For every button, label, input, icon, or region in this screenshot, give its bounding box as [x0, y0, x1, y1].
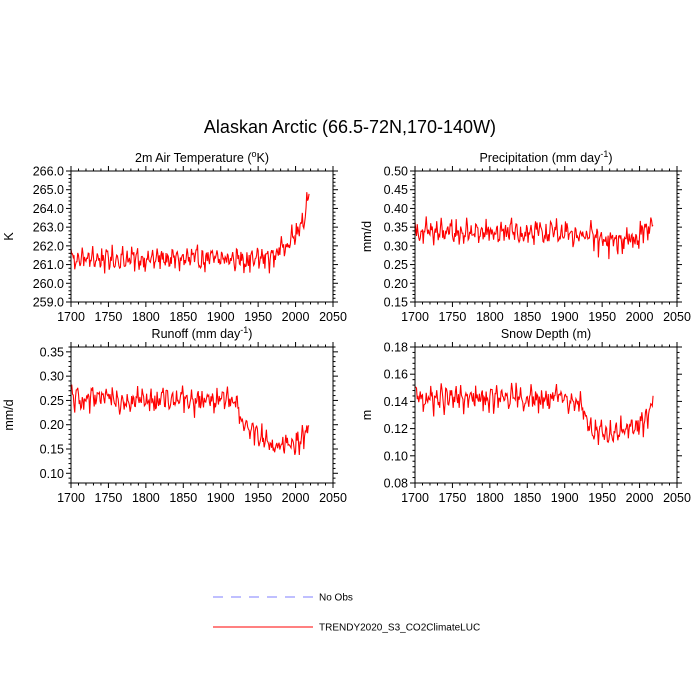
- y-tick-label-temp: 259.0: [33, 296, 64, 310]
- x-tick-label-snow: 2050: [663, 491, 691, 505]
- x-tick-label-temp: 1850: [169, 310, 197, 324]
- y-axis-label-temp: K: [2, 232, 16, 241]
- x-tick-label-snow: 1900: [551, 491, 579, 505]
- x-tick-label-runoff: 1750: [95, 491, 123, 505]
- y-tick-label-temp: 266.0: [33, 165, 64, 179]
- x-tick-label-temp: 1800: [132, 310, 160, 324]
- x-tick-label-precip: 1750: [439, 310, 467, 324]
- plot-frame-snow: [414, 346, 678, 484]
- y-tick-label-temp: 260.0: [33, 277, 64, 291]
- x-tick-label-precip: 2050: [663, 310, 691, 324]
- x-tick-label-snow: 1700: [401, 491, 429, 505]
- series-line-temp: [71, 192, 310, 274]
- plot-frame-precip: [414, 170, 678, 303]
- x-tick-label-precip: 2000: [626, 310, 654, 324]
- panel-title-precip: Precipitation (mm day-1): [479, 149, 612, 165]
- y-tick-label-snow: 0.10: [384, 449, 408, 463]
- x-tick-label-runoff: 2050: [319, 491, 347, 505]
- x-tick-label-temp: 1750: [95, 310, 123, 324]
- y-tick-label-runoff: 0.20: [40, 418, 64, 432]
- panel-temp: 1700 1750 1800 1850 1900 1950 2000 2050 259.0 260…: [2, 149, 347, 324]
- panel-title-runoff: Runoff (mm day-1): [152, 325, 253, 341]
- y-tick-label-temp: 264.0: [33, 202, 64, 216]
- y-tick-label-runoff: 0.15: [40, 443, 64, 457]
- legend-label-0: No Obs: [319, 593, 353, 604]
- y-tick-label-precip: 0.40: [384, 202, 408, 216]
- y-tick-label-snow: 0.18: [384, 341, 408, 355]
- x-tick-label-temp: 2050: [319, 310, 347, 324]
- y-tick-label-runoff: 0.30: [40, 370, 64, 384]
- panel-runoff: 1700 1750 1800 1850 1900 1950 2000 2050 0.10 0.15…: [2, 325, 347, 505]
- x-tick-label-snow: 1950: [588, 491, 616, 505]
- x-tick-label-runoff: 1900: [207, 491, 235, 505]
- y-tick-label-precip: 0.20: [384, 277, 408, 291]
- y-tick-label-precip: 0.15: [384, 296, 408, 310]
- y-axis-label-snow: m: [360, 410, 374, 420]
- y-tick-label-precip: 0.25: [384, 258, 408, 272]
- series-line-precip: [415, 216, 654, 260]
- x-tick-label-precip: 1800: [476, 310, 504, 324]
- y-axis-label-precip: mm/d: [360, 221, 374, 252]
- x-tick-label-runoff: 1850: [169, 491, 197, 505]
- series-line-snow: [415, 382, 654, 445]
- x-tick-label-temp: 1900: [207, 310, 235, 324]
- panel-title-temp: 2m Air Temperature (oK): [135, 149, 269, 165]
- y-tick-label-temp: 261.0: [33, 258, 64, 272]
- x-tick-label-snow: 2000: [626, 491, 654, 505]
- x-tick-label-temp: 1700: [57, 310, 85, 324]
- x-tick-label-precip: 1850: [513, 310, 541, 324]
- panels: 1700 1750 1800 1850 1900 1950 2000 2050 259.0 260…: [2, 149, 691, 505]
- y-tick-label-snow: 0.14: [384, 395, 408, 409]
- x-tick-label-precip: 1950: [588, 310, 616, 324]
- x-tick-label-precip: 1900: [551, 310, 579, 324]
- y-tick-label-snow: 0.16: [384, 368, 408, 382]
- y-tick-label-precip: 0.45: [384, 183, 408, 197]
- figure-title: Alaskan Arctic (66.5-72N,170-140W): [204, 117, 496, 137]
- x-tick-label-snow: 1850: [513, 491, 541, 505]
- y-axis-label-runoff: mm/d: [2, 399, 16, 430]
- series-line-runoff: [71, 384, 310, 456]
- panel-precip: 1700 1750 1800 1850 1900 1950 2000 2050 0.15 0.20…: [360, 149, 691, 324]
- x-tick-label-snow: 1800: [476, 491, 504, 505]
- x-tick-label-snow: 1750: [439, 491, 467, 505]
- x-tick-label-temp: 2000: [282, 310, 310, 324]
- legend-label-1: TRENDY2020_S3_CO2ClimateLUC: [319, 623, 480, 634]
- y-tick-label-temp: 265.0: [33, 183, 64, 197]
- x-tick-label-temp: 1950: [244, 310, 272, 324]
- panel-title-snow: Snow Depth (m): [501, 327, 591, 341]
- legend: No Obs TRENDY2020_S3_CO2ClimateLUC: [213, 593, 480, 634]
- y-tick-label-temp: 263.0: [33, 221, 64, 235]
- x-tick-label-runoff: 1800: [132, 491, 160, 505]
- y-tick-label-precip: 0.35: [384, 221, 408, 235]
- x-tick-label-runoff: 1950: [244, 491, 272, 505]
- y-tick-label-runoff: 0.10: [40, 467, 64, 481]
- x-tick-label-runoff: 2000: [282, 491, 310, 505]
- panel-snow: 1700 1750 1800 1850 1900 1950 2000 2050 0.08 0.10…: [360, 327, 691, 505]
- x-tick-label-runoff: 1700: [57, 491, 85, 505]
- x-tick-label-precip: 1700: [401, 310, 429, 324]
- y-tick-label-snow: 0.08: [384, 477, 408, 491]
- y-tick-label-precip: 0.30: [384, 239, 408, 253]
- y-tick-label-runoff: 0.25: [40, 394, 64, 408]
- plot-frame-temp: [70, 170, 334, 303]
- y-tick-label-runoff: 0.35: [40, 345, 64, 359]
- y-tick-label-temp: 262.0: [33, 239, 64, 253]
- y-tick-label-snow: 0.12: [384, 422, 408, 436]
- y-tick-label-precip: 0.50: [384, 165, 408, 179]
